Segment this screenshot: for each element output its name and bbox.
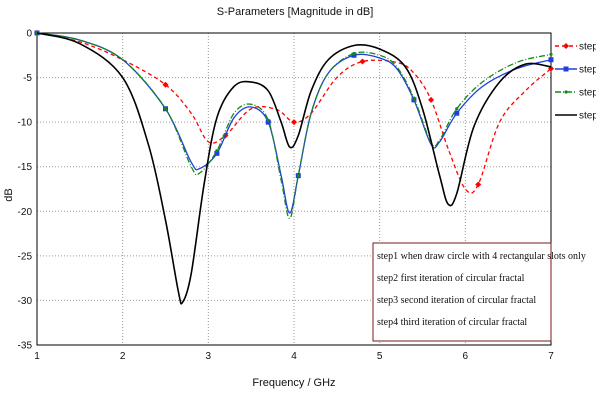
y-tick-label: -5: [23, 73, 32, 84]
data-point-marker: [352, 51, 356, 56]
data-point-marker: [454, 110, 460, 116]
annotation-line: step2 first iteration of circular fracta…: [377, 273, 525, 284]
data-point-marker: [428, 96, 435, 103]
x-tick-label: 5: [377, 351, 383, 362]
legend-label: step4: [579, 111, 596, 122]
data-point-marker: [475, 181, 482, 188]
data-point-marker: [549, 52, 553, 56]
data-point-marker: [563, 43, 569, 49]
data-point-marker: [563, 66, 569, 72]
chart-title: S-Parameters [Magnitude in dB]: [217, 6, 374, 18]
data-point-marker: [548, 57, 554, 63]
y-tick-label: 0: [26, 29, 32, 40]
data-point-marker: [215, 149, 219, 153]
plot-frame: [36, 32, 552, 346]
data-point-marker: [214, 150, 220, 156]
series-line-step4: [36, 32, 552, 305]
series-group: [34, 30, 554, 305]
legend-label: step2: [579, 65, 596, 76]
x-tick-label: 2: [120, 351, 126, 362]
legend-item-step3: step3: [555, 88, 596, 99]
data-point-marker: [291, 119, 297, 126]
y-axis-ticks: 0 -5 -10 -15 -20 -25 -30 -35: [18, 29, 33, 352]
legend-label: step3: [579, 88, 596, 99]
legend-item-step2: step2: [555, 65, 596, 76]
data-point-marker: [162, 81, 169, 88]
series-line-step1: [36, 32, 552, 194]
legend-item-step1: step1: [555, 42, 596, 53]
y-axis-label: dB: [3, 188, 15, 201]
data-point-marker: [296, 174, 300, 178]
series-step4: [36, 32, 552, 305]
annotation-line: step4 third iteration of circular fracta…: [377, 317, 527, 328]
x-axis-label: Frequency / GHz: [252, 377, 335, 389]
data-point-marker: [455, 107, 459, 111]
x-tick-label: 1: [34, 351, 40, 362]
data-point-marker: [351, 52, 357, 58]
x-tick-label: 4: [291, 351, 297, 362]
x-tick-label: 6: [463, 351, 469, 362]
data-point-marker: [359, 58, 366, 65]
series-step3: [35, 31, 553, 220]
annotation-line: step3 second iteration of circular fract…: [377, 295, 536, 306]
annotation-line: step1 when draw circle with 4 rectangula…: [377, 251, 586, 262]
data-point-marker: [411, 97, 417, 103]
y-tick-label: -35: [18, 341, 33, 352]
data-point-marker: [266, 118, 270, 122]
data-point-marker: [412, 96, 416, 100]
legend-label: step1: [579, 42, 596, 53]
data-point-marker: [564, 90, 568, 94]
y-tick-label: -15: [18, 162, 33, 173]
y-tick-label: -10: [18, 118, 33, 129]
data-point-marker: [163, 107, 168, 111]
y-tick-label: -30: [18, 296, 33, 307]
y-tick-label: -20: [18, 207, 33, 218]
x-tick-label: 7: [548, 351, 554, 362]
y-tick-label: -25: [18, 251, 33, 262]
x-tick-label: 3: [206, 351, 212, 362]
legend: step1 step2 step3 step4: [555, 42, 596, 122]
annotation-frame: [372, 242, 552, 342]
legend-item-step4: step4: [555, 111, 596, 122]
grid-lines: [37, 33, 551, 345]
annotation-box: step1 when draw circle with 4 rectangula…: [372, 242, 586, 342]
x-axis-ticks: 1 2 3 4 5 6 7: [34, 351, 554, 362]
